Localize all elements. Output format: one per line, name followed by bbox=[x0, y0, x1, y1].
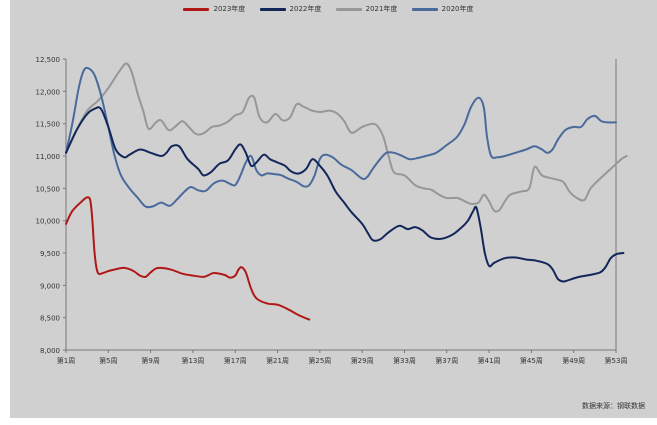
legend-label-2023: 2023年度 bbox=[213, 5, 246, 13]
source-note: 数据来源：钢联数据 bbox=[582, 402, 645, 410]
legend-swatch-2020 bbox=[411, 7, 438, 11]
chart-background bbox=[10, 0, 657, 418]
y-tick-label: 11,000 bbox=[36, 153, 61, 161]
x-tick-label: 第33周 bbox=[393, 356, 416, 365]
x-tick-label: 第17周 bbox=[224, 356, 247, 365]
legend-swatch-2023 bbox=[183, 7, 210, 11]
series-line-2021 bbox=[65, 62, 628, 213]
x-tick-label: 第45周 bbox=[520, 356, 543, 365]
legend-item-2020: 2020年度 bbox=[411, 4, 474, 14]
y-tick-label: 11,500 bbox=[36, 121, 61, 129]
x-tick-label: 第25周 bbox=[308, 356, 331, 365]
y-tick-label: 10,500 bbox=[36, 185, 61, 193]
series-line-2020 bbox=[65, 66, 617, 209]
x-tick-label: 第9周 bbox=[141, 356, 159, 365]
legend-label-2021: 2021年度 bbox=[365, 5, 398, 13]
y-tick-label: 8,500 bbox=[40, 315, 60, 323]
x-tick-label: 第1周 bbox=[57, 356, 75, 365]
legend-label-2020: 2020年度 bbox=[441, 5, 474, 13]
legend-swatch-2021 bbox=[335, 7, 362, 11]
x-tick-label: 第29周 bbox=[351, 356, 374, 365]
x-tick-label: 第21周 bbox=[266, 356, 289, 365]
x-tick-label: 第37周 bbox=[435, 356, 458, 365]
legend-label-2022: 2022年度 bbox=[289, 5, 322, 13]
x-tick-label: 第41周 bbox=[478, 356, 501, 365]
y-tick-label: 12,000 bbox=[36, 88, 61, 96]
legend-item-2022: 2022年度 bbox=[259, 4, 322, 14]
x-tick-label: 第49周 bbox=[562, 356, 585, 365]
y-tick-label: 10,000 bbox=[36, 218, 61, 226]
legend: 2023年度 2022年度 2021年度 2020年度 bbox=[0, 4, 657, 14]
y-tick-label: 9,500 bbox=[40, 250, 60, 258]
x-tick-label: 第53周 bbox=[605, 356, 628, 365]
series-line-2022 bbox=[65, 106, 625, 283]
y-tick-label: 9,000 bbox=[40, 282, 60, 290]
y-tick-label: 8,000 bbox=[40, 347, 60, 355]
x-tick-label: 第5周 bbox=[99, 356, 117, 365]
y-tick-label: 12,500 bbox=[36, 56, 61, 64]
legend-item-2021: 2021年度 bbox=[335, 4, 398, 14]
legend-item-2023: 2023年度 bbox=[183, 4, 245, 14]
legend-swatch-2022 bbox=[259, 7, 286, 11]
series-line-2023 bbox=[65, 196, 311, 321]
x-tick-label: 第13周 bbox=[181, 356, 204, 365]
